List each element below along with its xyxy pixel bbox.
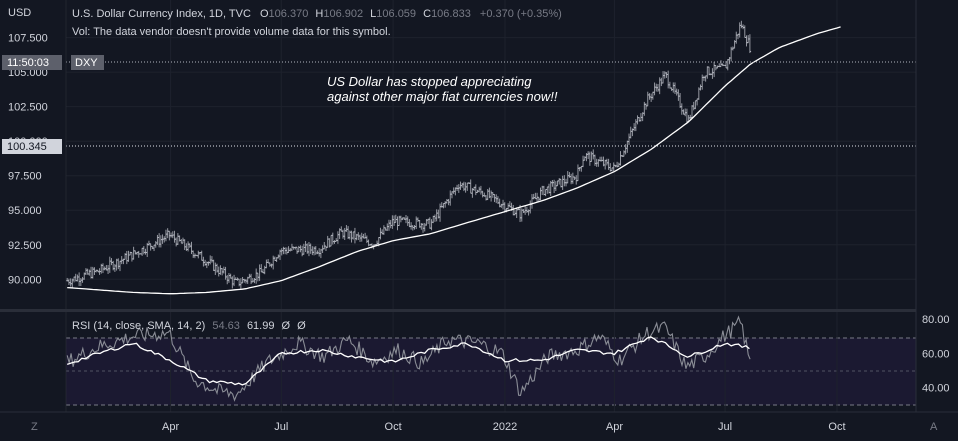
time-tick-label: Apr	[606, 421, 623, 433]
time-tick-label: Oct	[385, 421, 402, 433]
pane-separator[interactable]	[0, 309, 958, 312]
symbol-badge-text: DXY	[75, 57, 98, 69]
price-tick-label: 97.500	[8, 171, 42, 183]
annotation-line-1[interactable]: US Dollar has stopped appreciating	[327, 74, 532, 89]
rsi-legend[interactable]: RSI (14, close, SMA, 14, 2) 54.63 61.99 …	[72, 320, 306, 332]
price-tick-label: 107.500	[8, 33, 48, 45]
rsi-axis-labels: 80.00 60.00 40.00	[922, 314, 950, 395]
rsi-ma-line	[66, 336, 750, 386]
volume-note: Vol: The data vendor doesn't provide vol…	[72, 26, 391, 38]
rsi-value-4: Ø	[297, 320, 306, 332]
open-value: 106.370	[269, 8, 309, 20]
time-tick-label: Jul	[718, 421, 732, 433]
rsi-grid	[170, 312, 838, 412]
price-axis-labels: 107.500105.000102.500100.00097.50095.000…	[8, 33, 48, 287]
open-label: O	[260, 8, 269, 20]
low-label: L	[370, 8, 376, 20]
crosshair-price-badge	[2, 139, 62, 154]
moving-average-line	[67, 26, 841, 295]
time-tick-label: 2022	[493, 421, 517, 433]
price-tick-label: 95.000	[8, 205, 42, 217]
time-badge-text: 11:50:03	[7, 57, 49, 69]
currency-label: USD	[8, 7, 31, 19]
rsi-tick-label: 40.00	[922, 383, 950, 395]
time-badge	[2, 55, 62, 70]
price-scale[interactable]	[916, 0, 958, 441]
rsi-tick-label: 60.00	[922, 348, 950, 360]
close-label: C	[423, 8, 431, 20]
time-axis-labels: Apr Jul Oct 2022 Apr Jul Oct	[162, 421, 846, 433]
low-value: 106.059	[376, 8, 416, 20]
time-tick-label: Jul	[274, 421, 288, 433]
price-grid	[66, 0, 916, 309]
time-tick-label: Apr	[162, 421, 179, 433]
rsi-title: RSI (14, close, SMA, 14, 2)	[72, 320, 205, 332]
price-candles	[66, 20, 752, 289]
time-scale[interactable]	[0, 412, 958, 441]
price-tick-label: 105.000	[8, 67, 48, 79]
high-label: H	[315, 8, 323, 20]
rsi-value-3: Ø	[282, 320, 291, 332]
rsi-value-2: 61.99	[247, 320, 275, 332]
auto-scale-button[interactable]: A	[930, 421, 938, 433]
price-tick-label: 92.500	[8, 240, 42, 252]
close-value: 106.833	[431, 8, 471, 20]
symbol-badge	[71, 55, 104, 70]
rsi-line	[66, 315, 751, 402]
symbol-title: U.S. Dollar Currency Index, 1D, TVC	[72, 8, 251, 20]
price-tick-label: 90.000	[8, 274, 42, 286]
annotation-line-2[interactable]: against other major fiat currencies now!…	[327, 89, 558, 104]
rsi-tick-label: 80.00	[922, 314, 950, 326]
change-value: +0.370 (+0.35%)	[480, 8, 562, 20]
header-legend[interactable]: U.S. Dollar Currency Index, 1D, TVC O106…	[72, 8, 562, 20]
time-tick-label: Oct	[828, 421, 845, 433]
high-value: 106.902	[323, 8, 363, 20]
crosshair-price-text: 100.345	[7, 141, 47, 153]
zoom-button[interactable]: Z	[31, 421, 38, 433]
price-tick-label: 102.500	[8, 102, 48, 114]
rsi-value-1: 54.63	[212, 320, 240, 332]
